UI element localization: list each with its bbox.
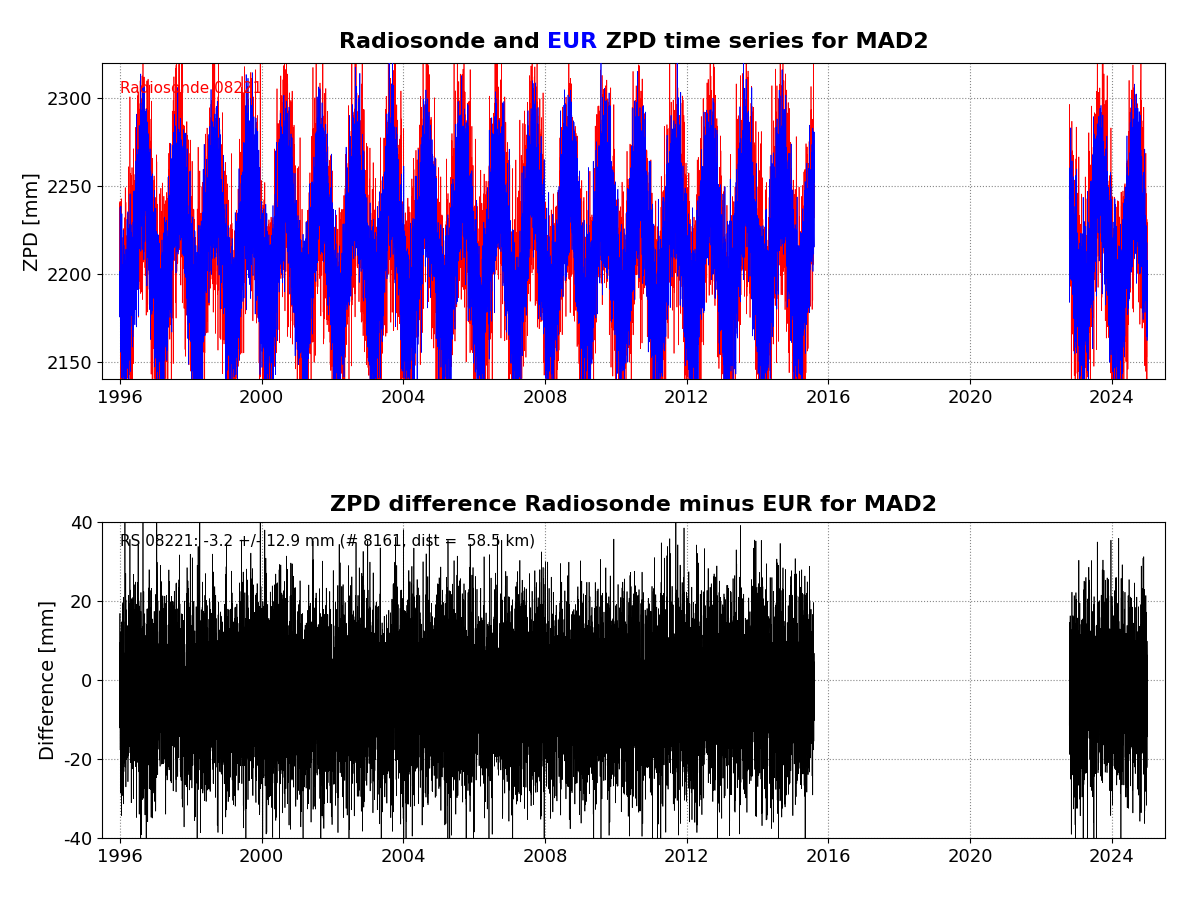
Text: ZPD time series for MAD2: ZPD time series for MAD2 — [598, 32, 928, 52]
Text: Radiosonde 08221: Radiosonde 08221 — [120, 81, 262, 96]
Y-axis label: ZPD [mm]: ZPD [mm] — [22, 172, 41, 270]
Text: RS 08221: -3.2 +/- 12.9 mm (# 8161, dist =  58.5 km): RS 08221: -3.2 +/- 12.9 mm (# 8161, dist… — [120, 533, 534, 549]
Text: Radiosonde and: Radiosonde and — [339, 32, 548, 52]
Title: ZPD difference Radiosonde minus EUR for MAD2: ZPD difference Radiosonde minus EUR for … — [330, 495, 937, 514]
Text: EUR: EUR — [548, 32, 598, 52]
Y-axis label: Difference [mm]: Difference [mm] — [38, 600, 58, 760]
